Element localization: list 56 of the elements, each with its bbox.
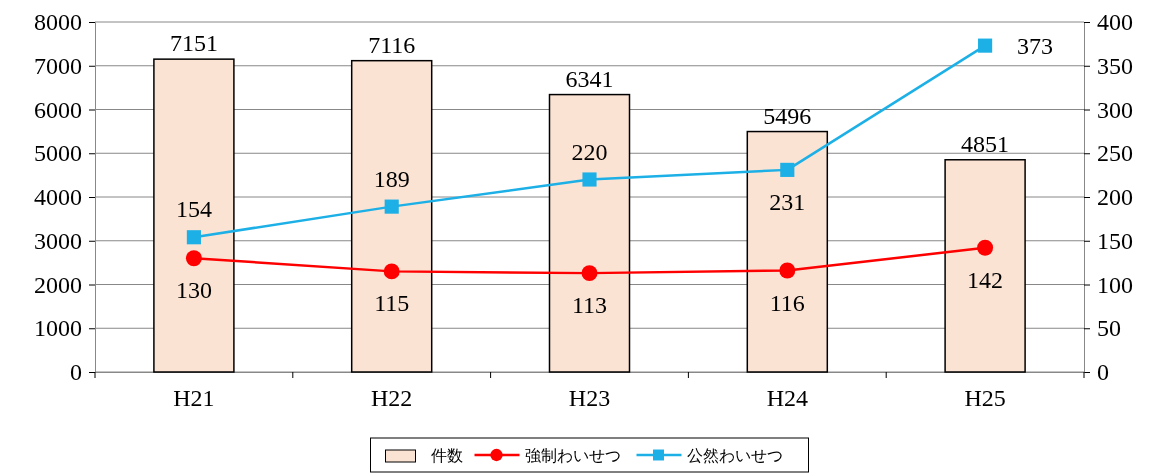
data-label: 189	[373, 165, 410, 192]
legend-label: 強制わいせつ	[524, 447, 621, 464]
point	[978, 38, 993, 53]
data-label: 5496	[763, 102, 812, 129]
y2-tick-label: 200	[1097, 184, 1133, 211]
y2-tick-label: 50	[1097, 315, 1121, 342]
data-label: 231	[769, 188, 806, 215]
y2-tick-label: 0	[1097, 359, 1109, 386]
data-label: 4851	[961, 130, 1010, 157]
y-tick-label: 5000	[34, 140, 82, 167]
data-label: 113	[571, 292, 608, 319]
bar	[746, 130, 829, 373]
x-tick-label: H25	[964, 385, 1006, 412]
legend-label: 公然わいせつ	[686, 447, 783, 464]
data-label: 373	[1017, 32, 1054, 59]
x-tick-label: H23	[568, 385, 611, 412]
x-tick-label: H24	[766, 385, 808, 412]
point	[977, 239, 994, 256]
y-tick-label: 7000	[34, 52, 82, 79]
y-tick-label: 4000	[34, 184, 82, 211]
y2-tick-label: 150	[1097, 227, 1133, 254]
data-label: 6341	[565, 65, 614, 92]
data-label: 220	[571, 138, 608, 165]
point	[582, 172, 597, 187]
data-label: 115	[374, 290, 410, 317]
y2-tick-label: 300	[1097, 96, 1133, 123]
y-tick-label: 6000	[34, 96, 82, 123]
data-label: 130	[175, 277, 212, 304]
y2-tick-label: 250	[1097, 140, 1133, 167]
x-tick-label: H21	[173, 385, 215, 412]
point	[186, 230, 201, 245]
legend-label: 件数	[430, 447, 463, 464]
bar	[944, 159, 1026, 373]
point	[185, 250, 202, 267]
y2-tick-label: 400	[1097, 9, 1133, 36]
y-tick-label: 8000	[34, 9, 82, 36]
x-tick-label: H22	[371, 385, 413, 412]
bar	[548, 93, 631, 373]
data-label: 154	[175, 196, 212, 223]
point	[581, 265, 598, 282]
y-tick-label: 0	[70, 359, 82, 386]
y-tick-label: 3000	[34, 227, 82, 254]
y-tick-label: 1000	[34, 315, 82, 342]
data-label: 142	[967, 266, 1004, 293]
data-label: 7116	[368, 31, 416, 58]
point	[780, 162, 795, 177]
bar	[350, 59, 433, 373]
data-label: 7151	[169, 30, 218, 57]
y2-tick-label: 350	[1097, 52, 1133, 79]
point	[384, 199, 399, 214]
y2-tick-label: 100	[1097, 271, 1133, 298]
point	[779, 262, 796, 279]
data-label: 116	[769, 289, 805, 316]
point	[383, 263, 400, 280]
bar	[153, 58, 235, 373]
y-tick-label: 2000	[34, 271, 82, 298]
